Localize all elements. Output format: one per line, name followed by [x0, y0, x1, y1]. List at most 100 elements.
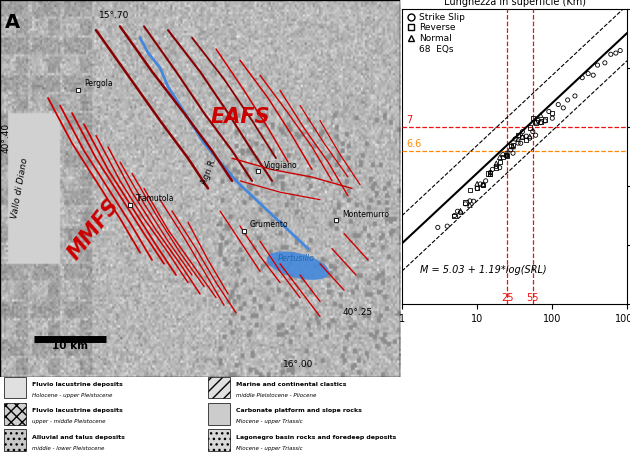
Point	[465, 202, 475, 209]
Point	[583, 70, 593, 77]
Text: EAFS: EAFS	[210, 107, 270, 127]
Point	[485, 170, 495, 177]
Point	[510, 135, 520, 143]
Point	[525, 133, 535, 140]
Point	[544, 108, 554, 115]
Text: 6.6: 6.6	[406, 139, 421, 149]
Point	[536, 112, 546, 119]
Point	[525, 124, 535, 131]
Text: M = 5.03 + 1.19*log(SRL): M = 5.03 + 1.19*log(SRL)	[420, 265, 547, 275]
Point	[577, 74, 587, 81]
Legend: Strike Slip, Reverse, Normal, 68  EQs: Strike Slip, Reverse, Normal, 68 EQs	[404, 12, 466, 55]
Point	[558, 104, 568, 112]
Point	[517, 133, 527, 140]
Text: 10 km: 10 km	[52, 340, 88, 350]
Ellipse shape	[267, 252, 329, 280]
Point	[540, 117, 550, 124]
Point	[517, 133, 527, 141]
Text: Pergola: Pergola	[84, 79, 113, 88]
Point	[528, 114, 538, 122]
Text: upper - middle Pleistocene: upper - middle Pleistocene	[32, 419, 105, 424]
Bar	[208, 377, 230, 399]
Point	[536, 119, 546, 126]
Point	[498, 153, 508, 161]
Text: B: B	[379, 0, 394, 3]
Point	[465, 186, 475, 193]
Bar	[4, 429, 26, 451]
Text: Grumento: Grumento	[250, 220, 289, 229]
Point	[502, 151, 512, 158]
Point	[540, 116, 550, 123]
Point	[530, 132, 541, 139]
Point	[495, 164, 505, 171]
Point	[547, 114, 558, 122]
Point	[563, 96, 573, 104]
Point	[433, 224, 443, 231]
Point	[536, 118, 546, 125]
Point	[478, 182, 488, 189]
Point	[530, 119, 541, 126]
Point	[506, 146, 516, 153]
Text: 55: 55	[527, 293, 539, 303]
Point	[455, 209, 466, 216]
Text: A: A	[5, 13, 20, 32]
Point	[600, 59, 610, 66]
Point	[495, 158, 505, 165]
Bar	[4, 377, 26, 399]
Point	[521, 133, 531, 140]
Text: 40°.25: 40°.25	[343, 308, 373, 316]
Point	[593, 61, 603, 69]
Point	[495, 153, 505, 161]
Bar	[208, 403, 230, 424]
Point	[513, 131, 523, 138]
Point	[516, 140, 526, 147]
Point	[475, 180, 485, 188]
Point	[491, 163, 501, 170]
Text: MMFS: MMFS	[64, 196, 123, 264]
Text: Lagonegro basin rocks and foredeep deposits: Lagonegro basin rocks and foredeep depos…	[236, 435, 396, 440]
Point	[570, 92, 580, 99]
Point	[508, 143, 518, 150]
Point	[478, 182, 488, 189]
Point	[501, 151, 511, 158]
Point	[611, 49, 621, 57]
Text: 25: 25	[501, 293, 513, 303]
Point	[488, 166, 498, 173]
Bar	[208, 429, 230, 451]
Text: 16°.00: 16°.00	[283, 360, 313, 370]
Point	[502, 150, 512, 157]
Point	[588, 72, 598, 79]
Text: Pertusillo: Pertusillo	[278, 254, 314, 262]
Point	[521, 136, 531, 143]
Point	[508, 149, 518, 157]
Point	[472, 184, 482, 192]
Point	[606, 51, 616, 58]
Text: Agri R.: Agri R.	[200, 157, 219, 186]
Point	[481, 177, 491, 184]
Point	[533, 117, 543, 124]
Point	[465, 197, 475, 205]
Text: Miocene - upper Triassic: Miocene - upper Triassic	[236, 419, 302, 424]
Point	[517, 128, 527, 135]
Point	[513, 139, 523, 147]
Text: Holocene - upper Pleistocene: Holocene - upper Pleistocene	[32, 393, 112, 398]
Point	[491, 164, 501, 172]
Point	[472, 185, 482, 192]
Point	[506, 143, 516, 150]
Text: Montemurro: Montemurro	[342, 210, 389, 218]
Point	[455, 207, 466, 214]
Point	[483, 170, 493, 177]
Text: Fluvio lacustrine deposits: Fluvio lacustrine deposits	[32, 409, 123, 414]
Point	[472, 180, 482, 188]
Point	[553, 101, 563, 108]
Point	[469, 197, 479, 205]
Point	[449, 212, 459, 220]
Point	[615, 47, 625, 54]
Point	[508, 142, 518, 149]
Point	[449, 212, 459, 219]
Text: Tramutola: Tramutola	[136, 194, 175, 203]
Point	[485, 170, 495, 178]
Text: middle - lower Pleistocene: middle - lower Pleistocene	[32, 445, 105, 450]
Point	[452, 207, 462, 215]
Text: Vallo di Diano: Vallo di Diano	[10, 157, 30, 220]
